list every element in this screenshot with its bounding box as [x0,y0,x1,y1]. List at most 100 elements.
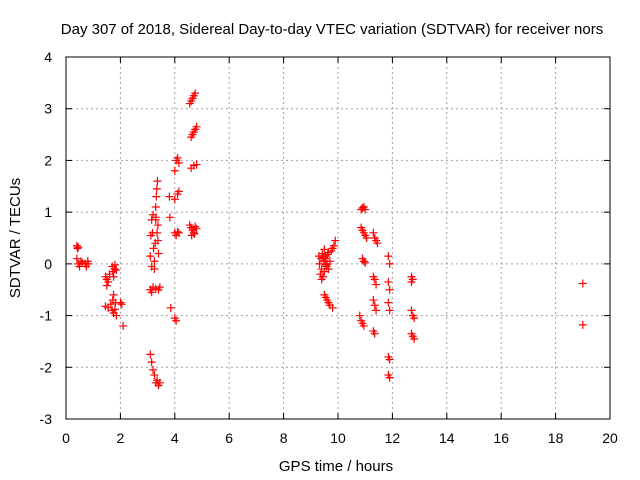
data-point [152,184,161,193]
data-point [385,259,394,268]
data-point [104,277,113,286]
data-point [166,303,175,312]
data-point [173,227,182,236]
data-point [150,257,159,266]
data-point [324,265,333,274]
x-axis-title: GPS time / hours [279,458,393,475]
data-point [362,234,371,242]
data-point [385,306,394,315]
data-point [149,365,158,374]
data-point [191,89,200,98]
data-point [173,153,182,162]
x-tick-label: 6 [225,430,233,446]
y-tick-label: -2 [40,359,53,375]
data-point [578,279,587,288]
data-point [370,301,379,310]
data-point [153,221,162,230]
x-tick-label: 8 [280,430,288,446]
data-point [331,236,340,245]
x-tick-label: 2 [117,430,125,446]
y-tick-label: 1 [44,204,52,220]
data-point [174,187,183,196]
x-tick-label: 12 [385,430,401,446]
data-point [407,277,416,286]
data-point [146,350,155,359]
data-point [373,239,382,248]
data-point [102,281,111,290]
y-tick-label: 4 [44,49,52,65]
data-point [385,373,394,382]
data-point [361,205,370,214]
x-tick-labels: 0 2 4 6 8 10 12 14 16 18 20 [62,430,618,446]
x-tick-label: 10 [330,430,346,446]
data-point [361,258,370,267]
x-tick-label: 18 [548,430,564,446]
data-point [384,252,393,261]
data-point [328,303,337,312]
data-point [370,275,379,284]
x-tick-label: 14 [439,430,455,446]
data-point [320,267,329,276]
data-point [355,311,364,320]
y-tick-label: 0 [44,256,52,272]
x-tick-label: 20 [602,430,618,446]
data-point [192,224,201,233]
data-point [321,260,330,269]
data-point [384,277,393,286]
data-point [151,213,160,222]
data-point [369,296,378,305]
data-point [165,192,174,201]
plot-frame [65,56,611,420]
chart-title: Day 307 of 2018, Sidereal Day-to-day VTE… [61,21,603,38]
data-point [74,243,83,252]
y-tick-label: -3 [40,411,53,427]
data-point [359,321,368,330]
grid-lines [66,57,610,419]
data-point [147,358,156,367]
data-point [147,288,156,297]
data-point [112,311,121,320]
data-point [110,260,119,269]
data-point [325,257,334,266]
data-point [319,253,328,262]
data-point [165,213,174,222]
data-point [119,321,128,330]
data-point [150,371,159,380]
data-point [370,329,379,338]
data-point [147,262,156,271]
data-point [153,228,162,237]
y-tick-label: 2 [44,152,52,168]
data-point [153,236,162,245]
data-point [315,259,324,268]
data-point [73,244,82,253]
data-point [106,300,115,309]
data-point [174,228,183,237]
data-point [410,314,419,323]
data-point [384,298,393,307]
data-point [385,355,394,364]
y-axis-title: SDTVAR / TECUs [7,178,24,298]
data-point [116,298,125,307]
data-point [324,248,333,257]
data-point [152,192,161,201]
data-point [170,166,179,175]
y-tick-label: -1 [40,308,53,324]
data-point [155,378,164,387]
data-point [76,257,85,266]
x-tick-label: 16 [493,430,509,446]
data-point [320,245,329,254]
data-point [190,229,199,238]
data-point [84,259,93,268]
data-point [154,249,163,258]
data-point [174,159,183,168]
data-point [359,257,368,266]
data-point [109,290,118,299]
data-point [117,300,126,309]
data-point [317,275,326,284]
data-point [110,305,119,314]
data-point [151,202,160,211]
data-point [109,272,118,281]
data-point [170,195,179,204]
x-tick-label: 0 [62,430,70,446]
